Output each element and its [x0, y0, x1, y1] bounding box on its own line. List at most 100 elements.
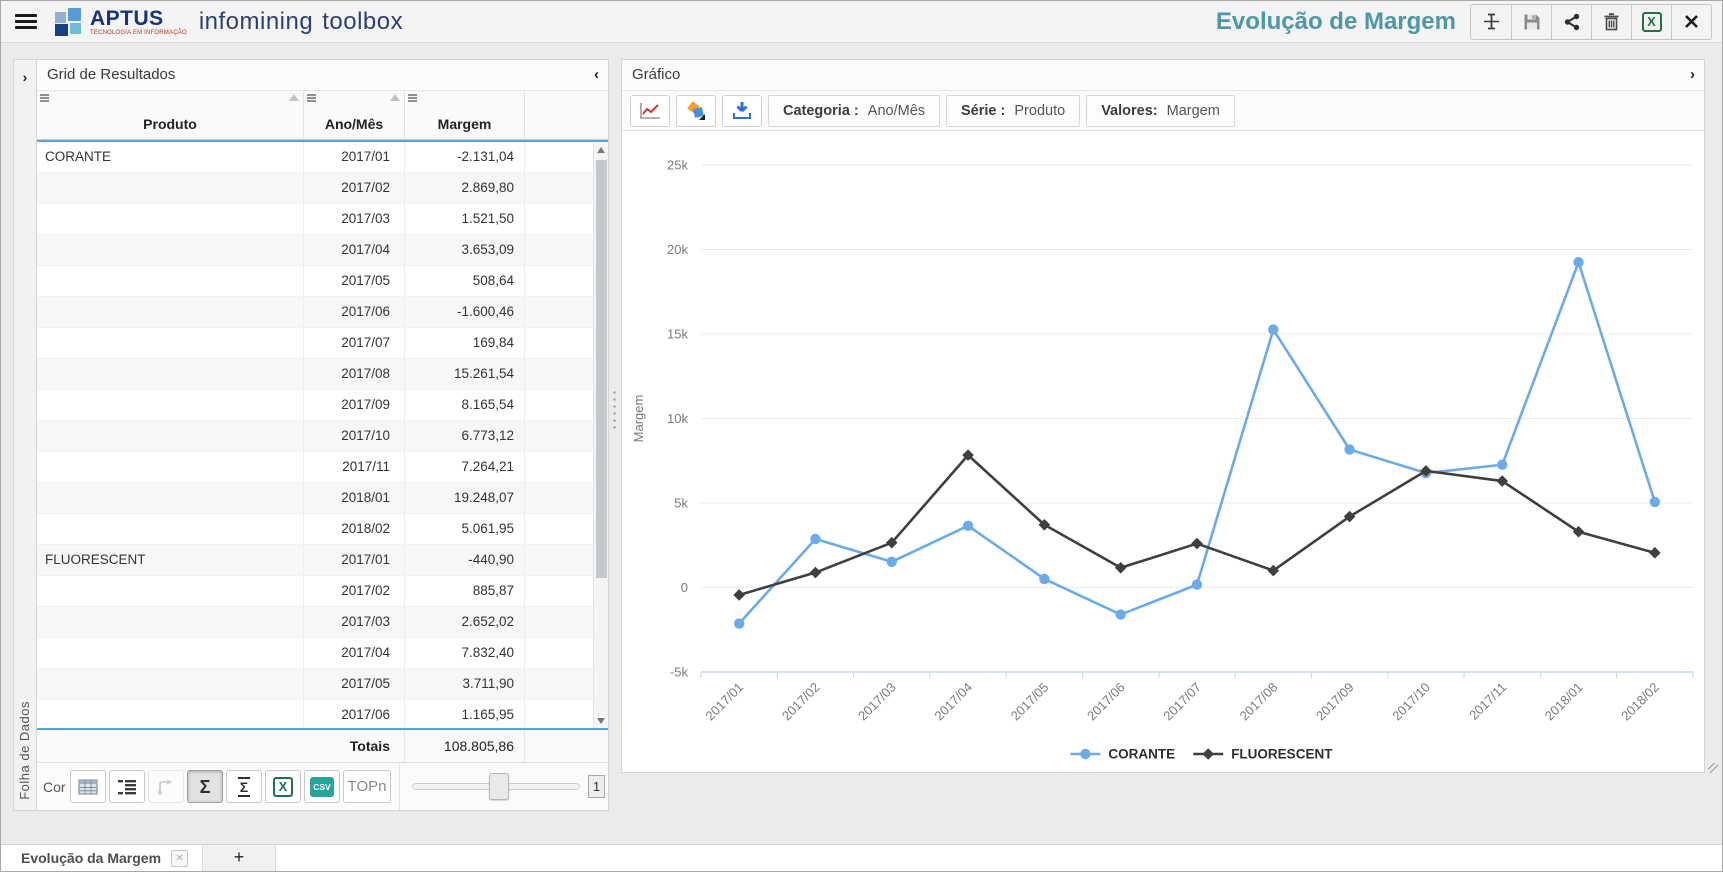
line-chart[interactable]: 25k20k15k10k5k0-5k2017/012017/022017/032…: [623, 132, 1705, 772]
table-cell: [525, 173, 593, 203]
svg-text:-5k: -5k: [670, 665, 689, 680]
export-csv-button[interactable]: CSV: [304, 770, 340, 803]
column-menu-icon[interactable]: [40, 94, 49, 103]
table-cell: [37, 266, 304, 296]
topn-slider[interactable]: [412, 783, 580, 790]
pivot-button[interactable]: [148, 770, 184, 803]
table-cell: 5.061,95: [405, 514, 525, 544]
folha-de-dados-strip[interactable]: › Folha de Dados: [13, 59, 37, 811]
top-bar: APTUS TECNOLOGIA EM INFORMAÇÃO infominin…: [1, 1, 1722, 43]
legend-item[interactable]: FLUORESCENT: [1193, 747, 1333, 762]
topn-slider-wrap: 1: [399, 763, 605, 810]
category-value: Ano/Mês: [868, 103, 925, 119]
grid-scrollbar[interactable]: [593, 142, 608, 728]
table-cell: 2017/03: [304, 204, 405, 234]
column-menu-icon[interactable]: [408, 94, 417, 103]
table-cell: [525, 266, 593, 296]
scrollbar-thumb[interactable]: [596, 160, 607, 578]
table-cell: 2017/07: [304, 328, 405, 358]
close-button[interactable]: [1671, 5, 1711, 39]
export-excel-button[interactable]: X: [265, 770, 301, 803]
column-header-blank: [525, 91, 608, 139]
hamburger-menu-icon[interactable]: [15, 14, 37, 29]
column-menu-icon[interactable]: [307, 94, 316, 103]
column-header-produto[interactable]: Produto: [37, 91, 304, 139]
table-row[interactable]: 2017/047.832,40: [37, 638, 593, 669]
expand-chart-icon[interactable]: ›: [1690, 60, 1695, 90]
topn-button[interactable]: TOPn: [343, 770, 391, 803]
table-row[interactable]: 2017/098.165,54: [37, 390, 593, 421]
table-cell: [525, 204, 593, 234]
table-row[interactable]: 2017/031.521,50: [37, 204, 593, 235]
scroll-up-icon[interactable]: [594, 142, 608, 157]
column-header-anomes[interactable]: Ano/Mês: [304, 91, 405, 139]
table-row[interactable]: FLUORESCENT2017/01-440,90: [37, 545, 593, 576]
category-field-box[interactable]: Categoria : Ano/Mês: [768, 95, 940, 127]
slider-handle[interactable]: [489, 773, 509, 800]
table-cell: [525, 328, 593, 358]
grid-toolbar: Cor: [37, 762, 608, 810]
tab-close-icon[interactable]: ✕: [171, 850, 188, 867]
top-actions: X: [1470, 4, 1712, 40]
scroll-down-icon[interactable]: [594, 713, 608, 728]
legend-item[interactable]: CORANTE: [1070, 747, 1175, 762]
delete-button[interactable]: [1591, 5, 1631, 39]
table-cell: -1.600,46: [405, 297, 525, 327]
sum-button[interactable]: Σ: [187, 770, 223, 803]
svg-text:CORANTE: CORANTE: [1108, 747, 1175, 762]
tab-label: Evolução da Margem: [21, 850, 161, 866]
column-header-margem[interactable]: Margem: [405, 91, 525, 139]
svg-text:2017/10: 2017/10: [1389, 680, 1433, 724]
table-row[interactable]: 2017/032.652,02: [37, 607, 593, 638]
table-row[interactable]: 2017/061.165,95: [37, 700, 593, 728]
table-row[interactable]: 2017/06-1.600,46: [37, 297, 593, 328]
chart-area[interactable]: 25k20k15k10k5k0-5k2017/012017/022017/032…: [623, 132, 1703, 771]
subtotals-button[interactable]: Σ: [226, 770, 262, 803]
expand-datasheet-icon[interactable]: ›: [14, 69, 36, 85]
outline-icon: [118, 779, 136, 795]
collapse-grid-icon[interactable]: ‹: [594, 60, 599, 90]
table-row[interactable]: 2017/07169,84: [37, 328, 593, 359]
svg-text:2017/11: 2017/11: [1466, 680, 1509, 723]
svg-text:FLUORESCENT: FLUORESCENT: [1231, 747, 1333, 762]
table-row[interactable]: 2017/05508,64: [37, 266, 593, 297]
table-row[interactable]: 2017/106.773,12: [37, 421, 593, 452]
page-title: Evolução de Margem: [1216, 8, 1456, 36]
table-row[interactable]: 2017/043.653,09: [37, 235, 593, 266]
table-row[interactable]: 2017/117.264,21: [37, 452, 593, 483]
sigma-icon: Σ: [200, 778, 211, 796]
export-excel-button[interactable]: X: [1631, 5, 1671, 39]
line-chart-icon: [639, 102, 661, 120]
table-cell: 2017/01: [304, 545, 405, 575]
table-row[interactable]: CORANTE2017/01-2.131,04: [37, 142, 593, 173]
table-view-button[interactable]: [70, 770, 106, 803]
table-cell: [37, 173, 304, 203]
save-button[interactable]: [1511, 5, 1551, 39]
table-row[interactable]: 2018/025.061,95: [37, 514, 593, 545]
outline-view-button[interactable]: [109, 770, 145, 803]
panel-splitter[interactable]: [609, 59, 621, 811]
line-chart-button[interactable]: [630, 95, 670, 127]
table-row[interactable]: 2017/02885,87: [37, 576, 593, 607]
chart-type-button[interactable]: [676, 95, 716, 127]
table-row[interactable]: 2018/0119.248,07: [37, 483, 593, 514]
values-field-box[interactable]: Valores: Margem: [1086, 95, 1235, 127]
download-chart-button[interactable]: [722, 95, 762, 127]
resize-handle-icon[interactable]: [1708, 763, 1718, 773]
share-button[interactable]: [1551, 5, 1591, 39]
table-cell: 2017/06: [304, 297, 405, 327]
table-row[interactable]: 2017/053.711,90: [37, 669, 593, 700]
table-cell: 19.248,07: [405, 483, 525, 513]
table-cell: [37, 452, 304, 482]
table-row[interactable]: 2017/022.869,80: [37, 173, 593, 204]
series-field-box[interactable]: Série : Produto: [946, 95, 1080, 127]
table-row[interactable]: 2017/0815.261,54: [37, 359, 593, 390]
table-cell: [37, 328, 304, 358]
toolbar-prefix-label: Cor: [43, 779, 67, 795]
datasheet-label: Folha de Dados: [17, 701, 32, 800]
rename-button[interactable]: [1471, 5, 1511, 39]
category-label: Categoria :: [783, 103, 859, 119]
add-tab-button[interactable]: +: [202, 845, 276, 871]
table-cell: 2017/03: [304, 607, 405, 637]
tab-evolucao-da-margem[interactable]: Evolução da Margem ✕: [1, 845, 202, 871]
